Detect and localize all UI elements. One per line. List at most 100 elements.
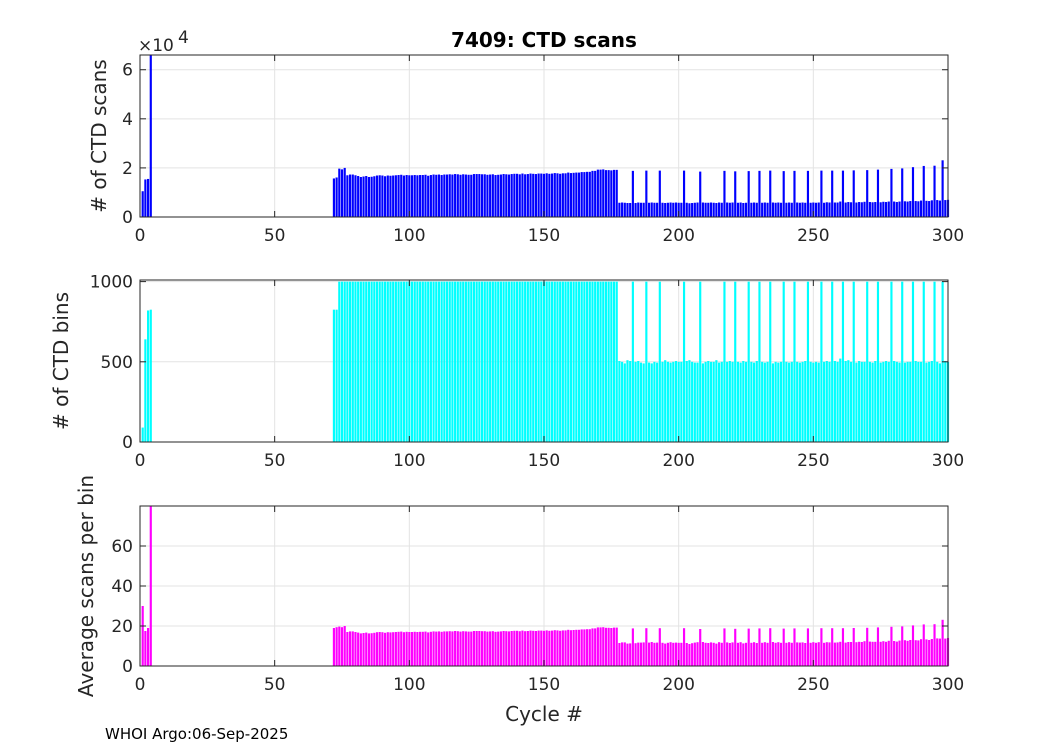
bar bbox=[370, 633, 373, 666]
bar bbox=[362, 633, 365, 666]
bar bbox=[416, 632, 419, 666]
bar bbox=[731, 202, 734, 217]
bar bbox=[456, 281, 459, 442]
bar bbox=[717, 642, 721, 666]
bar bbox=[893, 641, 896, 666]
bar bbox=[505, 631, 508, 666]
bar bbox=[717, 362, 721, 442]
bar bbox=[478, 281, 481, 442]
bar bbox=[610, 628, 613, 666]
y-tick-label: 0 bbox=[122, 433, 133, 453]
bar bbox=[464, 281, 467, 442]
bar bbox=[375, 175, 379, 217]
bar bbox=[602, 627, 605, 666]
x-tick-label: 150 bbox=[528, 226, 560, 246]
bar bbox=[588, 171, 591, 217]
bar bbox=[839, 358, 842, 442]
bar bbox=[876, 281, 880, 442]
bar bbox=[688, 644, 691, 666]
bar bbox=[672, 361, 675, 442]
bar bbox=[788, 202, 791, 217]
bar bbox=[357, 176, 360, 217]
bar bbox=[408, 175, 411, 217]
bar bbox=[909, 640, 912, 666]
bar bbox=[750, 202, 753, 217]
bar bbox=[346, 175, 349, 217]
bar bbox=[367, 281, 371, 442]
bar bbox=[454, 174, 457, 217]
bar bbox=[766, 361, 769, 442]
bar bbox=[755, 643, 758, 666]
bar bbox=[332, 628, 335, 666]
bar bbox=[868, 641, 871, 666]
bar bbox=[594, 170, 597, 217]
bar bbox=[769, 281, 772, 442]
bar bbox=[677, 642, 680, 666]
bar bbox=[591, 628, 594, 666]
bar bbox=[443, 281, 446, 442]
bar bbox=[758, 628, 761, 666]
bar bbox=[397, 281, 400, 442]
bar bbox=[855, 642, 858, 666]
bar bbox=[734, 281, 737, 442]
bar bbox=[456, 174, 459, 217]
bar bbox=[728, 361, 731, 442]
bar bbox=[782, 171, 785, 217]
bar bbox=[489, 631, 492, 666]
bar bbox=[362, 281, 365, 442]
bar bbox=[699, 281, 702, 442]
bar bbox=[691, 643, 694, 666]
bar bbox=[796, 361, 799, 442]
bar bbox=[494, 631, 497, 666]
bar bbox=[911, 625, 915, 666]
bar bbox=[763, 202, 766, 217]
bar bbox=[736, 642, 739, 666]
bar bbox=[903, 362, 906, 442]
bar bbox=[817, 202, 820, 217]
bar bbox=[771, 363, 775, 442]
bar bbox=[402, 632, 406, 666]
x-tick-label: 100 bbox=[393, 675, 425, 695]
bar bbox=[723, 628, 726, 666]
bar bbox=[688, 360, 691, 442]
x-axis-label: Cycle # bbox=[505, 702, 583, 726]
bar bbox=[739, 642, 742, 666]
bar bbox=[532, 281, 535, 442]
bar bbox=[553, 281, 556, 442]
bar bbox=[507, 631, 511, 666]
bar bbox=[761, 642, 764, 666]
bar bbox=[790, 361, 793, 442]
bar bbox=[367, 176, 371, 217]
bar bbox=[141, 191, 144, 217]
bar bbox=[653, 361, 656, 442]
bar bbox=[515, 630, 519, 666]
bar bbox=[604, 281, 608, 442]
bar bbox=[639, 642, 643, 666]
bar bbox=[621, 361, 624, 442]
bar bbox=[386, 632, 389, 666]
bar bbox=[879, 362, 882, 442]
bar bbox=[680, 361, 683, 442]
bar bbox=[712, 202, 715, 217]
bar bbox=[674, 202, 678, 217]
bar bbox=[664, 643, 667, 666]
bar bbox=[844, 642, 847, 666]
bar bbox=[866, 170, 869, 217]
bar bbox=[413, 281, 416, 442]
subplot-2: 0 50 100 150 200 250 300 0 500 1000 # of CTD bins bbox=[49, 273, 964, 471]
x-tick-label: 50 bbox=[264, 226, 286, 246]
bar bbox=[919, 639, 923, 666]
bar bbox=[432, 631, 435, 666]
bar bbox=[728, 202, 731, 217]
bar bbox=[893, 201, 896, 217]
bar bbox=[610, 170, 613, 217]
bar bbox=[405, 175, 408, 217]
bar bbox=[903, 201, 906, 217]
bar bbox=[343, 167, 346, 217]
bar bbox=[914, 201, 917, 217]
bar bbox=[623, 642, 626, 666]
bar bbox=[736, 361, 739, 442]
bar bbox=[898, 201, 901, 217]
bar bbox=[742, 643, 745, 666]
bar bbox=[394, 632, 397, 666]
